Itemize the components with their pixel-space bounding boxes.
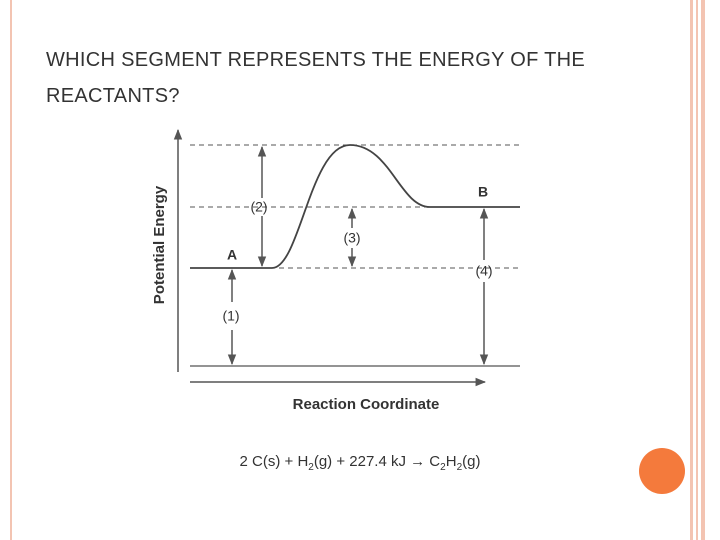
segment-label: (1) xyxy=(222,308,239,324)
y-axis-label: Potential Energy xyxy=(151,185,168,304)
equation-part: H xyxy=(446,453,457,470)
segment-label: (3) xyxy=(343,230,360,246)
segment-label: (4) xyxy=(475,263,492,279)
slide-border xyxy=(10,0,705,540)
equation-part: (g) + 227.4 kJ → C xyxy=(314,453,440,470)
equation-part: (g) xyxy=(462,453,480,470)
energy-diagram xyxy=(173,128,520,387)
equation-part: 2 C(s) + H xyxy=(240,453,309,470)
point-label: B xyxy=(478,184,488,200)
equation: 2 C(s) + H2(g) + 227.4 kJ → C2H2(g) xyxy=(240,453,481,473)
equation-subscript: 2 xyxy=(440,462,446,473)
slide-title: WHICH SEGMENT REPRESENTS THE ENERGY OF T… xyxy=(46,49,585,107)
equation-subscript: 2 xyxy=(308,462,314,473)
x-axis-label: Reaction Coordinate xyxy=(293,396,440,413)
equation-subscript: 2 xyxy=(457,462,463,473)
segment-label: (2) xyxy=(250,199,267,215)
point-label: A xyxy=(227,247,237,263)
